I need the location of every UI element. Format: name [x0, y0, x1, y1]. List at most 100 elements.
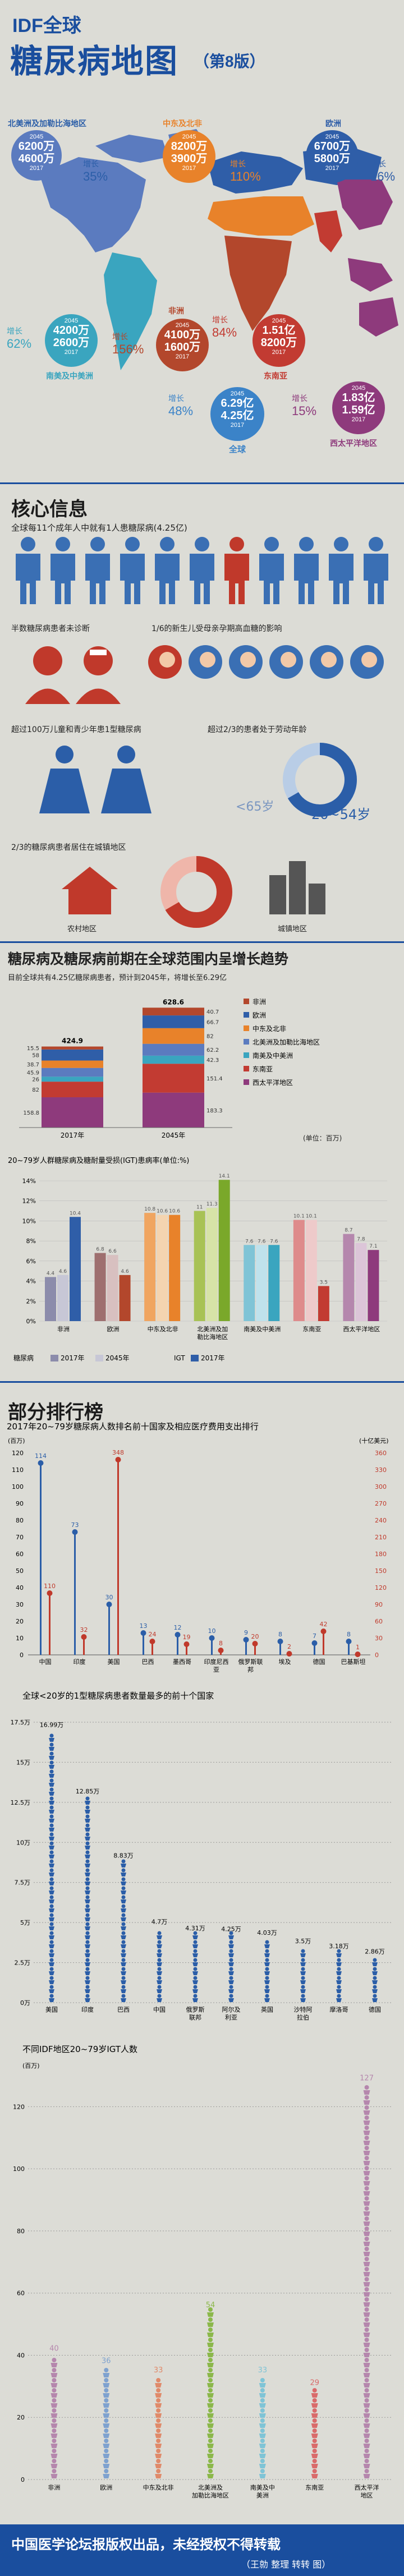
divider-trend: [0, 941, 404, 943]
igt-figure: [364, 2267, 369, 2271]
t1d-category: 摩洛哥: [330, 2005, 348, 2013]
stack-value: 58: [32, 1053, 39, 1059]
igt-ytick: 120: [13, 2103, 25, 2110]
label-nac: 北美洲及加勒比海地区: [8, 119, 86, 128]
igt-figure: [364, 2126, 369, 2130]
t1d-figure: [337, 1967, 341, 1971]
t1d-category: 拉伯: [297, 2013, 309, 2021]
top10-cost-dot: [218, 1648, 224, 1653]
igt-figure: [208, 2388, 213, 2393]
prev-value: 7.6: [258, 1239, 266, 1244]
map-southeast-asia: [314, 210, 342, 252]
baby-row: [146, 640, 393, 707]
t1d-figure: [49, 1967, 54, 1971]
top10-ytick-left: 120: [12, 1450, 24, 1457]
top10-ytick-right: 60: [375, 1618, 383, 1625]
t1d-figure: [157, 1940, 162, 1944]
t1d-figure: [85, 1913, 90, 1917]
igt-figure: [312, 2449, 317, 2453]
stack-value: 42.3: [206, 1057, 219, 1064]
igt-figure: [364, 2348, 369, 2352]
igt-figure: [104, 2469, 109, 2473]
top10-cost-value: 110: [44, 1583, 56, 1590]
label-mena: 中东及北非: [163, 119, 202, 128]
top10-ytick-right: 120: [375, 1584, 387, 1591]
fact-4: 超过100万儿童和青少年患1型糖尿病: [11, 725, 141, 734]
top10-count-value: 10: [208, 1627, 216, 1635]
igt-figure: [104, 2388, 109, 2393]
prev-bar: [305, 1220, 317, 1321]
fact-2: 半数糖尿病患者未诊断: [11, 624, 90, 633]
t1d-figure: [49, 1832, 54, 1837]
igt-figure: [364, 2196, 369, 2201]
stack-segment: [143, 1055, 204, 1064]
t1d-ytick: 10万: [16, 1839, 30, 1846]
stack-segment: [42, 1046, 103, 1050]
top10-ytick-right: 150: [375, 1567, 387, 1575]
t1d-figure: [301, 1958, 305, 1962]
stack-value: 40.7: [206, 1009, 219, 1015]
top10-category: 巴西: [142, 1658, 154, 1666]
t1d-category: 沙特阿: [294, 2005, 313, 2013]
top10-ytick-left: 60: [16, 1551, 24, 1558]
stack-unit: (单位：百万): [303, 1134, 342, 1142]
top10-ytick-left: 100: [12, 1483, 24, 1491]
top10-ytick-right: 30: [375, 1635, 383, 1642]
top10-category: 巴基斯坦: [341, 1658, 366, 1666]
igt-figure: [208, 2428, 213, 2433]
igt-figure: [52, 2388, 57, 2393]
t1d-figure: [85, 1967, 90, 1971]
t1d-category: 利亚: [225, 2014, 237, 2021]
t1d-category: 俄罗斯: [186, 2006, 205, 2013]
t1d-value: 4.31万: [185, 1925, 205, 1932]
t1d-figure: [337, 1985, 341, 1989]
prev-value: 7.6: [270, 1239, 278, 1244]
top10-ytick-left: 110: [12, 1466, 24, 1474]
igt-figure: [364, 2459, 369, 2463]
t1d-figure: [85, 1949, 90, 1953]
prev-bar: [169, 1215, 181, 1321]
t1d-figure: [49, 1814, 54, 1819]
prev-bar: [318, 1286, 329, 1321]
top10-count-dot: [106, 1602, 112, 1607]
top10-cost-dot: [149, 1639, 155, 1644]
top10-ytick-left: 80: [16, 1517, 24, 1524]
t1d-figure: [85, 1922, 90, 1926]
t1d-figure: [229, 1967, 233, 1971]
growth-sea: 增长 84%: [212, 315, 237, 339]
growth-mena: 增长 110%: [230, 159, 261, 183]
top10-cost-dot: [320, 1629, 327, 1634]
top10-count-value: 9: [244, 1629, 248, 1636]
t1d-figure: [49, 1958, 54, 1962]
t1d-figure: [157, 1949, 162, 1953]
map-south-america: [104, 252, 157, 370]
prev-ytick: 10%: [22, 1217, 36, 1225]
t1d-figure: [49, 1868, 54, 1873]
working-age-donut: [283, 743, 357, 817]
igt-figure: [364, 2247, 369, 2251]
igt-figure: [364, 2257, 369, 2261]
igt-figure: [208, 2317, 213, 2322]
top10-ytick-right: 330: [375, 1466, 387, 1474]
t1d-figure: [49, 1787, 54, 1792]
t1d-figure: [85, 1814, 90, 1819]
person-icon: [259, 537, 284, 604]
prev-value: 10.6: [157, 1209, 168, 1215]
prev-bar: [94, 1253, 106, 1321]
igt-figure: [364, 2317, 369, 2322]
edition-label: （第8版）: [194, 53, 265, 70]
type1-chart: 全球<20岁的1型糖尿病患者数量最多的前十个国家 0万 2.5万 5万 7.5万 10万 1…: [11, 1691, 393, 2021]
t1d-figure: [193, 1940, 198, 1944]
t1d-category: 印度: [81, 2005, 94, 2013]
igt-figure: [364, 2439, 369, 2443]
igt-figure: [52, 2378, 57, 2382]
t1d-figure: [85, 1823, 90, 1828]
growth-afr: 增长 156%: [112, 332, 144, 356]
t1d-figure: [193, 1949, 198, 1953]
t1d-ytick: 15万: [16, 1759, 30, 1766]
stack-segment: [143, 1092, 204, 1128]
t1d-value: 4.03万: [257, 1929, 277, 1936]
t1d-figure: [85, 1886, 90, 1890]
igt-figure: [104, 2439, 109, 2443]
igt-figure: [208, 2469, 213, 2473]
